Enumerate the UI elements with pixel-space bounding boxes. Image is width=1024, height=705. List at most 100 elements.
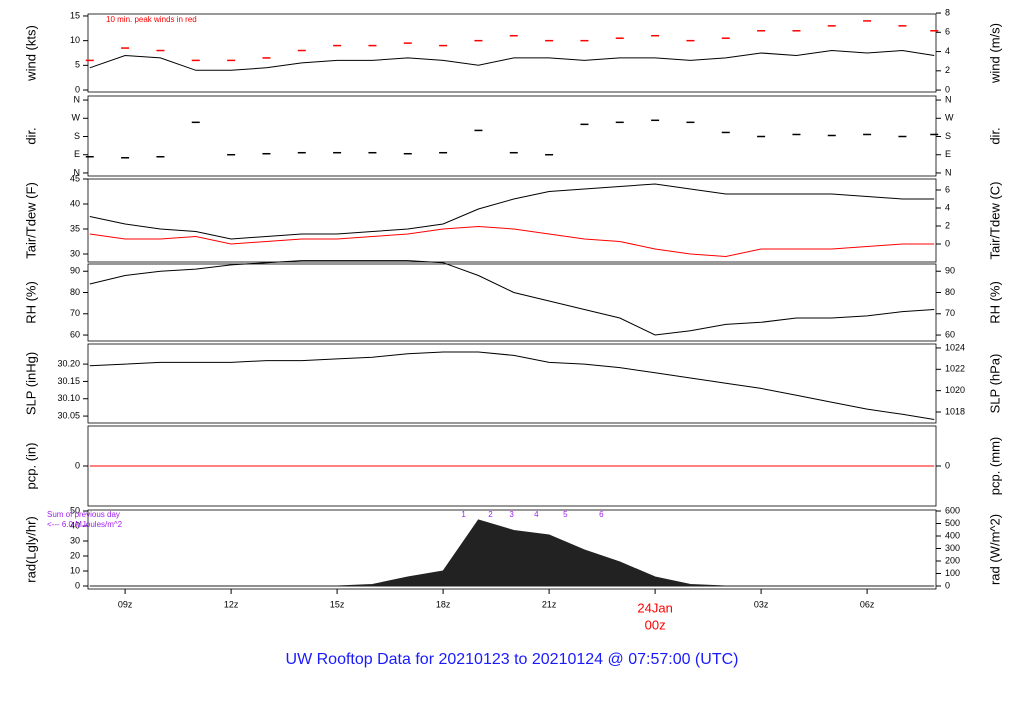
y-axis-label: RH (%): [23, 281, 38, 324]
x-tick-label: 15z: [330, 599, 345, 609]
y2-tick-label: 0: [945, 460, 950, 470]
y-tick-label: 40: [70, 520, 80, 530]
x-tick-label: 12z: [224, 599, 239, 609]
y-tick-label: 90: [70, 266, 80, 276]
y2-tick-label: 2: [945, 220, 950, 230]
y2-axis-label: SLP (hPa): [987, 354, 1002, 414]
y2-axis-label: pcp. (mm): [987, 437, 1002, 496]
note: Sum of previous day: [47, 510, 120, 519]
y2-tick-label: 600: [945, 505, 960, 515]
y-tick-label: 35: [70, 223, 80, 233]
y-axis-label: dir.: [23, 127, 38, 144]
x-tick-label: 09z: [118, 599, 133, 609]
panel-frame: [87, 95, 937, 177]
y-tick-label: 20: [70, 550, 80, 560]
panel-frame: [87, 509, 937, 590]
x-tick-label: 03z: [754, 599, 769, 609]
y2-tick-label: 4: [945, 202, 950, 212]
x-tick-label: 06z: [860, 599, 875, 609]
y-tick-label: N: [74, 94, 81, 104]
y2-tick-label: 0: [945, 84, 950, 94]
y-tick-label: 40: [70, 198, 80, 208]
y2-tick-label: 6: [945, 184, 950, 194]
y-tick-label: 10: [70, 565, 80, 575]
y2-tick-label: 500: [945, 518, 960, 528]
y2-tick-label: 6: [945, 27, 950, 37]
y2-tick-label: 70: [945, 308, 955, 318]
marker-label: 5: [563, 510, 568, 519]
marker-label: 2: [488, 510, 493, 519]
y-tick-label: E: [74, 149, 80, 159]
y2-axis-label: wind (m/s): [987, 23, 1002, 84]
y-tick-label: 0: [75, 580, 80, 590]
y2-tick-label: 4: [945, 46, 950, 56]
y-tick-label: S: [74, 131, 80, 141]
y-tick-label: 10: [70, 35, 80, 45]
panel-frame: [87, 178, 937, 263]
panel-frame: [87, 343, 937, 424]
y2-axis-label: dir.: [987, 127, 1002, 144]
y2-tick-label: 400: [945, 530, 960, 540]
line: [89, 49, 935, 71]
y2-tick-label: 2: [945, 65, 950, 75]
marker-label: 4: [534, 510, 539, 519]
y-tick-label: 30.20: [57, 358, 80, 368]
y2-axis-label: RH (%): [987, 281, 1002, 324]
note: <--- 6.0 MJoules/m^2: [47, 520, 123, 529]
y2-tick-label: E: [945, 149, 951, 159]
y-tick-label: 30.10: [57, 393, 80, 403]
y-tick-label: 70: [70, 308, 80, 318]
line: [89, 225, 935, 258]
annotation: 10 min. peak winds in red: [106, 15, 197, 24]
day-label: 24Jan: [637, 600, 672, 615]
y2-tick-label: 0: [945, 580, 950, 590]
y-axis-label: rad(Lgly/hr): [23, 516, 38, 582]
y-tick-label: 30: [70, 535, 80, 545]
y-axis-label: Tair/Tdew (F): [23, 182, 38, 259]
line: [89, 351, 935, 420]
y-tick-label: W: [72, 113, 81, 123]
y-tick-label: 45: [70, 173, 80, 183]
y-axis-label: wind (kts): [23, 25, 38, 82]
y2-tick-label: 100: [945, 568, 960, 578]
y2-tick-label: N: [945, 94, 952, 104]
marker-label: 6: [599, 510, 604, 519]
y-tick-label: 0: [75, 460, 80, 470]
y-tick-label: N: [74, 167, 81, 177]
y-tick-label: 80: [70, 287, 80, 297]
y-tick-label: 60: [70, 329, 80, 339]
y-tick-label: 0: [75, 84, 80, 94]
y-tick-label: 30.05: [57, 410, 80, 420]
y2-tick-label: 0: [945, 238, 950, 248]
chart-title: UW Rooftop Data for 20210123 to 20210124…: [286, 651, 739, 668]
y-tick-label: 30: [70, 248, 80, 258]
line: [89, 183, 935, 240]
x-tick-label: 18z: [436, 599, 451, 609]
area: [89, 519, 935, 587]
panel-frame: [87, 13, 937, 93]
y2-tick-label: 8: [945, 7, 950, 17]
y2-axis-label: Tair/Tdew (C): [987, 181, 1002, 259]
marker-label: 3: [509, 510, 514, 519]
y-tick-label: 15: [70, 10, 80, 20]
y-axis-label: SLP (inHg): [23, 352, 38, 415]
line: [89, 260, 935, 336]
y2-tick-label: 90: [945, 266, 955, 276]
y-axis-label: pcp. (in): [23, 443, 38, 490]
y2-tick-label: 1022: [945, 364, 965, 374]
y2-tick-label: 1018: [945, 406, 965, 416]
y-tick-label: 30.15: [57, 376, 80, 386]
y2-tick-label: N: [945, 167, 952, 177]
x-tick-label: 21z: [542, 599, 557, 609]
y2-tick-label: W: [945, 113, 954, 123]
x-tick-label: 00z: [645, 617, 666, 632]
marker-label: 1: [461, 510, 466, 519]
y2-tick-label: 80: [945, 287, 955, 297]
panel-frame: [87, 263, 937, 342]
y-tick-label: 50: [70, 505, 80, 515]
y2-tick-label: 60: [945, 329, 955, 339]
y2-tick-label: 200: [945, 555, 960, 565]
y2-tick-label: 1024: [945, 342, 965, 352]
y2-tick-label: S: [945, 131, 951, 141]
